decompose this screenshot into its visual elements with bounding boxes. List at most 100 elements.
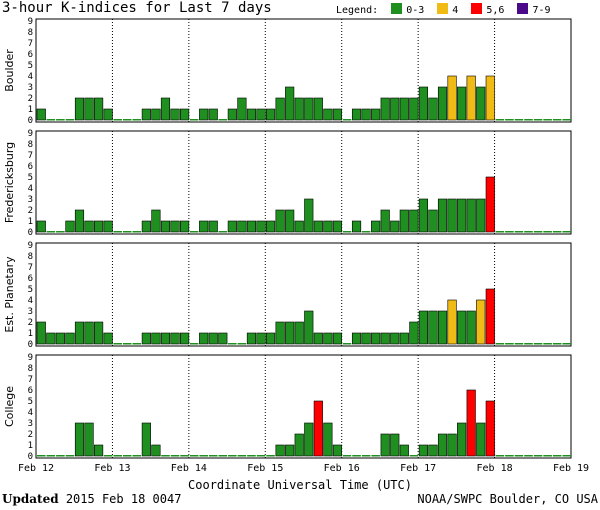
kindex-bar (380, 332, 390, 345)
kindex-bar (218, 119, 228, 121)
kindex-bar (74, 209, 85, 233)
kindex-bar (208, 108, 218, 121)
x-axis-title: Coordinate Universal Time (UTC) (188, 478, 412, 492)
kindex-bar (361, 108, 371, 121)
kindex-bar (342, 231, 352, 233)
credit-text: NOAA/SWPC Boulder, CO USA (417, 492, 598, 506)
kindex-bar (180, 455, 189, 457)
y-tick-label: 6 (28, 162, 33, 172)
kindex-bar (294, 321, 304, 345)
y-tick-label: 1 (28, 105, 33, 115)
kindex-bar (151, 444, 161, 457)
kindex-bar (247, 455, 256, 457)
legend-item-7-9: 7-9 (517, 3, 551, 16)
y-tick-label: 5 (28, 173, 33, 183)
kindex-bar (218, 332, 228, 345)
kindex-bar (55, 332, 65, 345)
x-tick-label: Feb 15 (247, 463, 283, 474)
kindex-bar (294, 433, 304, 457)
kindex-bar (218, 231, 228, 233)
kindex-bar (437, 198, 448, 233)
kindex-bar (399, 444, 409, 457)
y-tick-label: 8 (28, 28, 33, 38)
legend-swatch-purple (517, 3, 529, 14)
kindex-bar (237, 455, 247, 457)
kindex-bar (285, 209, 295, 233)
kindex-bar (65, 119, 75, 121)
kindex-bar-empty (495, 343, 505, 345)
kindex-bar (151, 209, 161, 233)
kindex-bar-empty (533, 455, 543, 457)
legend-item-label: 4 (452, 5, 459, 16)
kindex-bar (74, 321, 85, 345)
y-tick-label: 6 (28, 50, 33, 60)
kindex-bar (180, 220, 190, 233)
y-tick-label: 7 (28, 263, 33, 273)
kindex-bar (46, 231, 56, 233)
y-tick-label: 8 (28, 252, 33, 262)
kindex-bar (36, 321, 46, 345)
kindex-bar (418, 198, 428, 233)
kindex-bar (447, 433, 457, 457)
x-tick-label: Feb 13 (94, 463, 130, 474)
y-tick-label: 5 (28, 285, 33, 295)
kindex-bar (332, 220, 343, 233)
kindex-bar (476, 299, 486, 345)
y-tick-label: 0 (28, 228, 33, 238)
kindex-bar-empty (495, 119, 505, 121)
legend-swatch-yellow (437, 3, 449, 14)
y-tick-label: 0 (28, 340, 33, 350)
y-tick-label: 7 (28, 39, 33, 49)
kindex-bar (476, 422, 486, 457)
kindex-bar (103, 332, 113, 345)
y-tick-label: 9 (28, 129, 33, 139)
kindex-bar (208, 455, 218, 457)
y-tick-label: 6 (28, 274, 33, 284)
kindex-bar (56, 231, 65, 233)
kindex-bar (170, 455, 180, 457)
kindex-bar (351, 108, 362, 121)
kindex-bar (313, 220, 323, 233)
kindex-bar-empty (524, 231, 533, 233)
kindex-bar-empty (533, 231, 543, 233)
kindex-bar (332, 332, 343, 345)
y-tick-label: 9 (28, 353, 33, 363)
kindex-bar (256, 108, 266, 121)
kindex-bar-empty (552, 231, 562, 233)
kindex-bar (466, 389, 476, 457)
kindex-bar (265, 108, 276, 121)
kindex-bar-empty (562, 343, 571, 345)
kindex-bar (94, 444, 104, 457)
kindex-bar (294, 97, 304, 121)
kindex-bar (371, 455, 380, 457)
kindex-bar (380, 433, 390, 457)
kindex-bar (46, 332, 56, 345)
kindex-bar (132, 231, 142, 233)
kindex-bar (285, 321, 295, 345)
kindex-bar (371, 108, 381, 121)
kindex-bar (218, 455, 228, 457)
kindex-bar (351, 220, 362, 233)
kindex-bar (466, 75, 476, 121)
kindex-bar (266, 455, 275, 457)
y-tick-label: 1 (28, 217, 33, 227)
panel-label: Est. Planetary (3, 256, 16, 333)
kindex-bar (418, 86, 428, 121)
kindex-bar (437, 433, 448, 457)
kindex-bar (36, 220, 46, 233)
kindex-bar (323, 332, 333, 345)
kindex-bar (485, 75, 495, 121)
kindex-bar (132, 119, 142, 121)
kindex-bar (466, 198, 476, 233)
legend: Legend: 0-3 4 5,6 7-9 (336, 3, 551, 16)
kindex-bar (304, 198, 314, 233)
kindex-bar (313, 400, 323, 457)
kindex-bar (199, 455, 208, 457)
x-tick-label: Feb 12 (18, 463, 54, 474)
kindex-bar (84, 220, 94, 233)
kindex-bar (74, 97, 85, 121)
kindex-bar (390, 97, 400, 121)
kindex-bar (457, 86, 467, 121)
kindex-bar-empty (562, 455, 571, 457)
